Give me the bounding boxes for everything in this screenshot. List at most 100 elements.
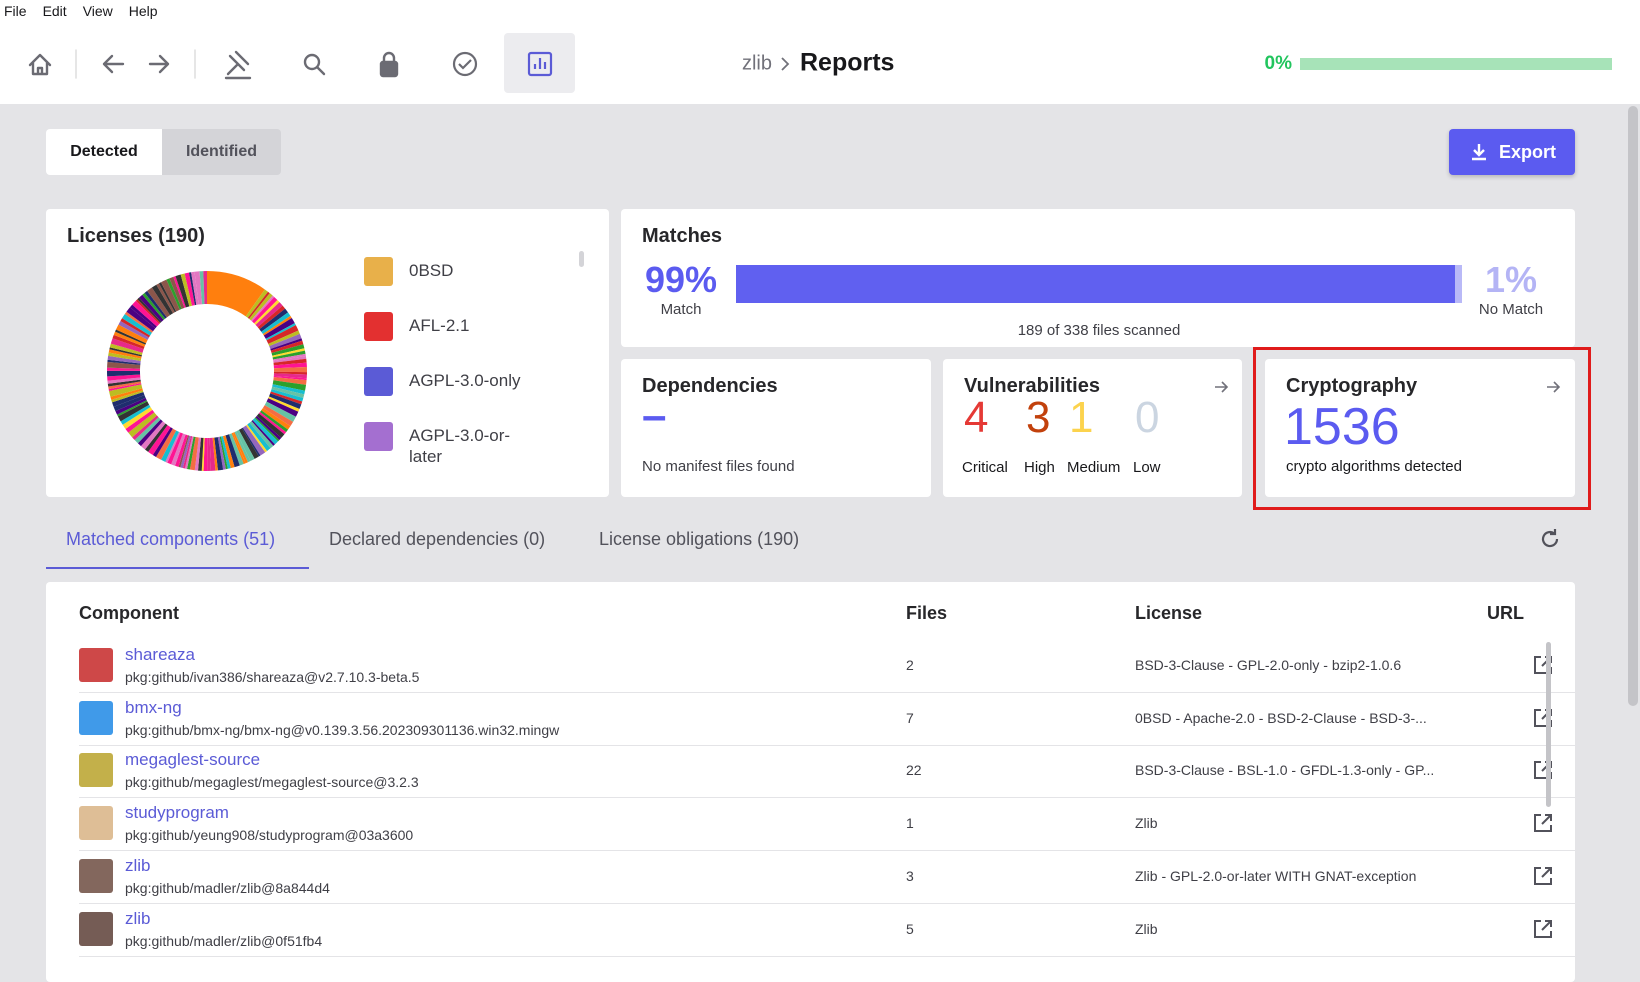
toolbar-icons: zlib Reports 0% [28,33,1612,93]
column-header: Files [906,603,948,623]
donut-slice [173,276,186,308]
donut-slice [165,431,181,463]
donut-slice [125,409,155,433]
component-tab[interactable]: Declared dependencies (0) [329,529,546,549]
card-title: Cryptography [1286,375,1418,397]
donut-slice [262,405,294,427]
component-name[interactable]: shareaza [125,645,195,664]
component-name[interactable]: zlib [125,855,151,875]
open-arrow[interactable] [1213,379,1229,395]
donut-slice [110,388,143,400]
donut-slice [180,435,191,469]
table-row: studyprogram pkg:github/yeung908/studypro… [79,798,1575,852]
donut-slice [264,401,296,422]
menu-item[interactable]: View [82,3,113,19]
donut-slice [207,271,265,317]
donut-slice [117,401,150,422]
progress-track [1300,58,1612,70]
donut-slice [219,436,228,470]
donut-slice [245,289,269,318]
open-arrow[interactable] [1545,379,1561,395]
tab-underline [46,567,309,569]
lock-icon[interactable] [379,60,399,78]
donut-slice [209,437,216,471]
component-purl: pkg:github/megaglest/megaglest-source@3.… [125,774,419,791]
tab-identified[interactable]: Identified [162,129,281,175]
donut-slice [238,428,259,459]
check-icon[interactable] [452,51,478,77]
component-name[interactable]: bmx-ng [125,697,182,717]
license-donut [106,271,307,472]
forward-icon[interactable] [148,54,170,74]
donut-slice [108,381,142,390]
license-list: Zlib - GPL-2.0-or-later WITH GNAT-except… [1135,867,1417,884]
component-tab[interactable]: Matched components (51) [66,529,276,549]
donut-slice [256,413,285,438]
toolbar: zlib Reports 0% [0,22,1640,104]
donut-slice [273,355,307,363]
donut-slice [272,350,306,360]
external-link[interactable] [1532,918,1554,940]
external-link[interactable] [1532,865,1554,887]
table-row: zlib pkg:github/madler/zlib@0f51fb4 5 Zlib [79,904,1575,957]
donut-slice [117,400,148,417]
donut-slice [132,415,159,441]
donut-slice [151,284,174,316]
donut-slice [258,411,287,435]
donut-slice [113,395,146,412]
dependencies-value: – [642,391,667,440]
home-icon[interactable] [28,53,52,76]
donut-slice [228,433,244,466]
component-name[interactable]: zlib [125,908,151,928]
donut-slice [108,383,142,391]
donut-slice [199,271,205,305]
menu-item[interactable]: Help [128,3,158,19]
donut-slice [134,417,161,444]
component-name[interactable]: megaglest-source [125,750,261,770]
license-list: Zlib [1135,815,1158,832]
menu-bar: File Edit View Help [0,0,1640,22]
donut-slice [236,429,255,462]
column-header: License [1135,603,1203,623]
avatar [79,648,113,682]
search-icon[interactable] [303,53,321,71]
legend-label: AGPL-3.0-or-later [409,426,511,466]
component-purl: pkg:github/bmx-ng/bmx-ng@v0.139.3.56.202… [125,721,560,738]
donut-slice [273,375,307,381]
match-label: Match [660,301,702,318]
component-tab[interactable]: License obligations (190) [599,529,800,549]
donut-slice [112,392,145,407]
donut-slice [140,421,166,450]
donut-slice [109,347,142,357]
identify-icon[interactable] [224,50,252,80]
donut-slice [217,436,226,470]
donut-slice [260,410,289,433]
dependencies-card: Dependencies – No manifest files found [621,359,931,497]
donut-slice [270,340,304,354]
export-button[interactable]: Export [1449,129,1575,175]
tab-detected[interactable]: Detected [46,129,162,175]
donut-slice [273,362,307,369]
refresh-icon[interactable] [1538,527,1562,551]
donut-slice [156,428,177,460]
legend-label: 0BSD [409,261,454,280]
breadcrumb-project[interactable]: zlib [742,52,772,74]
donut-slice [116,324,148,344]
donut-slice [268,396,300,412]
vulnerabilities-card: Vulnerabilities 4 Critical 3 High 1 Medium 0 Lo… [943,359,1242,497]
menu-item[interactable]: Edit [42,3,67,19]
breadcrumb-page: Reports [800,49,894,77]
donut-slice [110,338,144,353]
donut-slice [180,273,193,307]
table-scrollbar [1546,642,1551,807]
match-bar [736,265,1455,303]
back-icon[interactable] [102,54,125,74]
donut-slice [214,437,224,471]
download-icon [1472,144,1486,161]
export-label: Export [1499,142,1557,162]
external-link[interactable] [1532,812,1554,834]
donut-slice [255,302,283,328]
donut-slice [120,318,151,338]
menu-item[interactable]: File [4,3,27,19]
component-name[interactable]: studyprogram [125,803,229,823]
